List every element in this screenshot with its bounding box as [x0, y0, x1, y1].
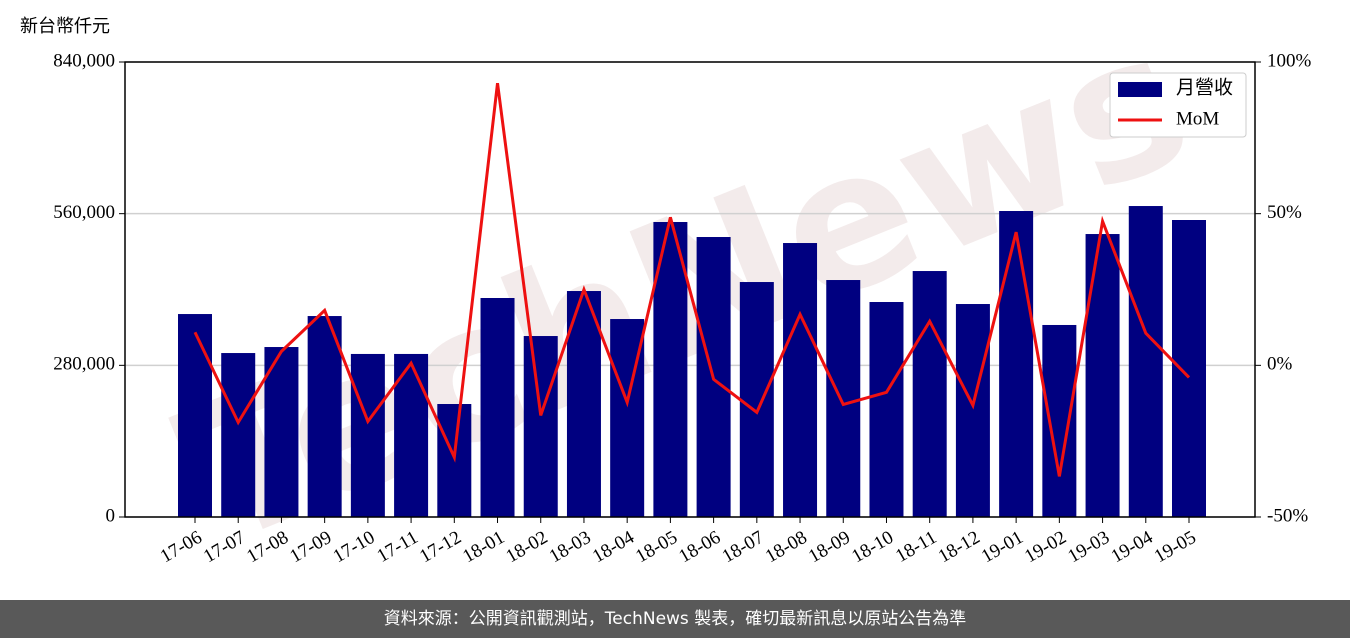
y2-tick-label: 0% [1267, 354, 1293, 375]
line [193, 83, 1191, 477]
bar [1042, 324, 1077, 517]
bar [264, 347, 299, 517]
bar [566, 291, 601, 517]
bar [221, 353, 256, 517]
bar [1085, 234, 1120, 518]
bar [1128, 206, 1163, 517]
y-axis-label: 新台幣仟元 [20, 16, 110, 37]
bar [523, 336, 558, 517]
x-tick-label: 19-04 [1108, 527, 1157, 568]
x-tick-label: 17-12 [416, 527, 465, 567]
y-tick-label: 840,000 [53, 50, 115, 71]
y-tick-label: 280,000 [53, 354, 115, 375]
legend-label: 月營收 [1176, 76, 1233, 98]
x-tick-label: 18-12 [935, 527, 984, 567]
y2-tick-label: -50% [1267, 505, 1308, 526]
x-tick-label: 18-07 [719, 527, 768, 567]
x-tick-label: 17-11 [373, 527, 421, 567]
bar [350, 353, 385, 517]
x-tick-label: 19-05 [1151, 527, 1200, 567]
y-tick-label: 560,000 [53, 202, 115, 223]
bar [955, 304, 990, 517]
x-tick-label: 19-02 [1021, 527, 1070, 567]
footer: 資料來源：公開資訊觀測站，TechNews 製表，確切最新訊息以原站公告為準 [0, 600, 1350, 638]
x-tick-label: 18-02 [503, 527, 552, 567]
chart: 新台幣仟元 TechNews 0280,000560,000840,000-50… [20, 0, 1312, 588]
bar [869, 302, 904, 517]
legend-label: MoM [1176, 108, 1219, 129]
bar [826, 280, 861, 517]
y-tick-label: 0 [106, 505, 116, 526]
x-tick-label: 18-09 [805, 527, 854, 567]
x-tick-label: 18-05 [632, 527, 681, 567]
x-tick-label: 18-01 [459, 527, 508, 567]
x-tick-label: 18-08 [762, 527, 811, 567]
bar [178, 314, 212, 517]
y2-tick-label: 100% [1267, 50, 1312, 71]
bar [999, 211, 1034, 517]
bar [739, 282, 774, 517]
plot-frame [124, 61, 1256, 518]
x-tick-label: 18-03 [546, 527, 595, 567]
x-tick-label: 18-04 [589, 527, 638, 568]
y2-tick-label: 50% [1267, 202, 1302, 223]
bar [783, 243, 818, 517]
x-tick-label: 18-10 [848, 527, 897, 567]
x-tick-label: 19-01 [978, 527, 1027, 567]
bar [912, 271, 947, 517]
x-tick-label: 19-03 [1064, 527, 1113, 567]
bar [480, 298, 515, 517]
bar [307, 316, 342, 517]
x-tick-label: 17-06 [157, 527, 206, 567]
x-tick-label: 18-06 [675, 527, 724, 567]
x-tick-label: 18-11 [892, 527, 940, 567]
legend-swatch [1118, 82, 1162, 97]
bar [394, 353, 429, 517]
bar [1172, 220, 1206, 518]
